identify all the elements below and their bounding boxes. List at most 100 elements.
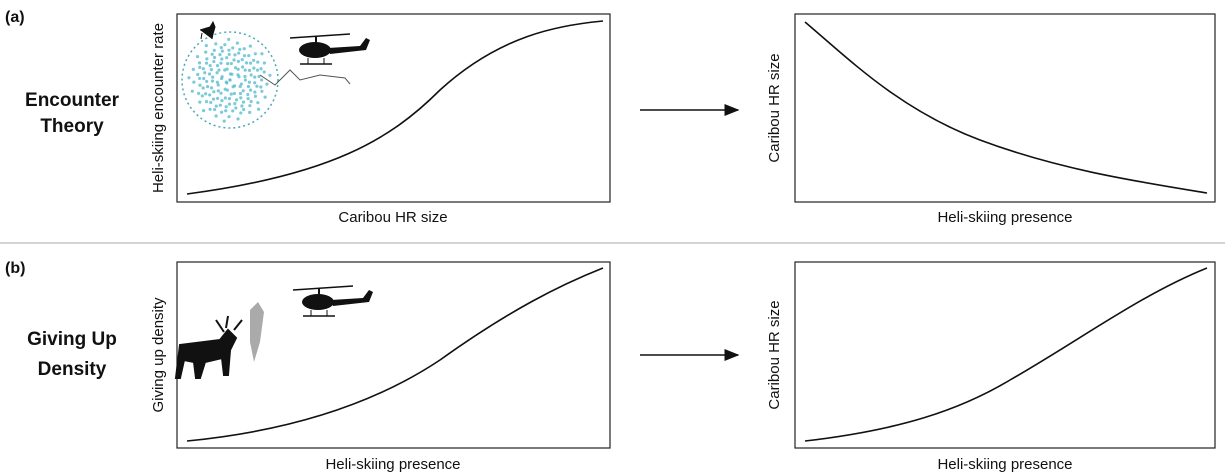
gps-fix [228,78,232,82]
gps-fix [246,92,250,97]
helicopter-icon [292,285,374,317]
gps-fix [243,78,247,82]
gps-fix [223,43,227,47]
gps-fix [224,80,228,84]
gps-fix [197,76,202,81]
gps-fix [215,71,219,75]
curve [186,20,604,195]
gps-fix [237,75,241,79]
gps-fix [208,64,212,68]
gps-fix [215,96,220,100]
gps-fix [201,67,205,71]
gps-fix [240,104,244,108]
gps-fix [190,89,194,93]
gps-fix [239,96,243,100]
gps-fix [230,72,234,76]
gps-fix [202,109,206,113]
gps-fix [233,53,237,57]
gps-fix [222,119,226,123]
gps-fix [252,66,256,70]
x-axis-label: Heli-skiing presence [325,456,460,473]
gps-fix [236,117,240,121]
panel-label: (b) [5,260,25,277]
gps-fix [218,53,222,57]
gps-fix [219,91,223,95]
gps-fix [231,109,235,113]
gps-fix [231,85,235,89]
gps-fix [208,107,212,111]
caribou-icon [199,20,216,40]
plot-frame [794,13,1216,203]
gps-fix [229,92,233,96]
gps-fix [203,71,207,75]
gps-fix [227,115,231,119]
gps-fix [205,85,210,89]
gps-fix [227,102,232,106]
gps-fix [247,54,251,58]
gps-fix [232,91,236,96]
x-axis-label: Heli-skiing presence [937,209,1072,226]
gps-fix [248,110,252,115]
gps-fix [192,80,196,84]
gps-fix [249,88,253,92]
gps-fix [205,79,209,84]
gps-fix [220,75,224,79]
gps-fix [201,86,205,90]
gps-fix [227,96,232,101]
gps-fix [252,58,256,63]
gps-fix [226,62,230,66]
gps-fix [237,51,241,55]
gps-fix [238,84,242,89]
gps-fix [212,59,216,64]
gps-fix [234,106,238,110]
gps-fix [210,52,214,56]
panel-title: Encounter [25,90,120,111]
gps-fix [255,68,260,72]
gps-fix [256,60,260,64]
gps-fix [248,104,252,108]
gps-fix [236,59,241,63]
gps-fix [219,45,223,50]
gps-fix [257,74,261,79]
plot-frame [794,261,1216,449]
gps-fix [195,54,200,59]
gps-fix [198,65,202,70]
gps-fix [215,63,220,68]
gps-fix [232,58,236,62]
gps-fix [268,73,272,77]
gps-fix [216,83,220,87]
panel-title: Density [38,359,107,380]
gps-fix [214,114,218,118]
curve [186,267,604,442]
gps-fix [246,84,251,89]
gps-fix [215,80,220,84]
gps-fix [227,52,231,57]
plume-icon [250,302,264,362]
gps-fix [233,66,238,70]
gps-fix [202,76,206,81]
gps-fix [247,68,252,72]
gps-fix [223,96,227,100]
gps-fix [253,94,257,98]
gps-fix [233,102,237,106]
gps-fix [224,109,228,113]
gps-fix [249,73,253,77]
gps-fix [214,42,218,46]
gps-fix [240,58,244,62]
home-range-icon [181,31,351,129]
gps-fix [219,61,223,65]
gps-fix [242,47,246,51]
gps-fix [259,85,263,89]
panel-title: Theory [40,116,104,137]
y-axis-label: Caribou HR size [766,53,783,162]
gps-fix [225,56,229,60]
gps-fix [238,47,242,51]
gps-fix [187,76,191,80]
gps-fix [241,100,246,104]
gps-fix [224,105,228,109]
gps-fix [255,84,259,88]
gps-fix [253,90,257,94]
curve [804,21,1208,194]
gps-fix [214,104,218,108]
